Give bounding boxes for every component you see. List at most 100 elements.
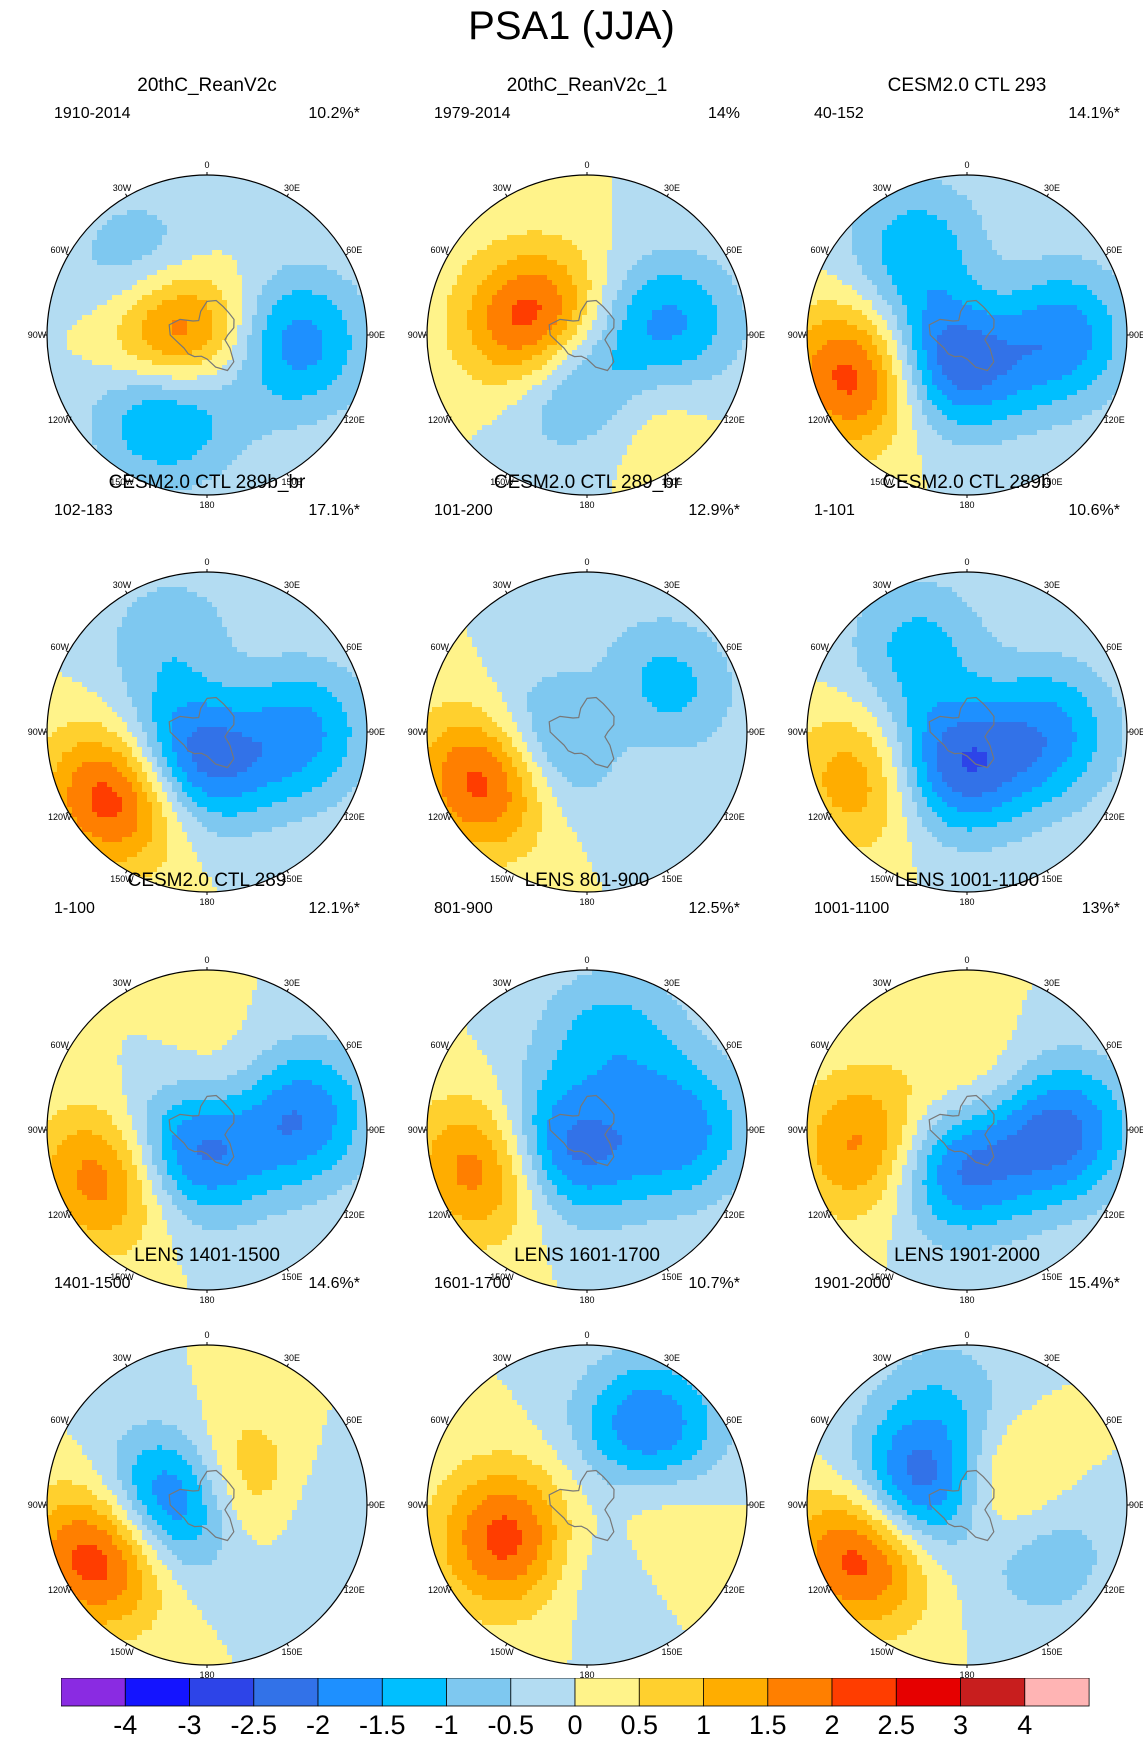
field-cell <box>447 270 453 276</box>
field-cell <box>657 220 663 226</box>
field-cell <box>327 395 333 401</box>
field-cell <box>102 275 108 281</box>
field-cell <box>707 255 713 261</box>
field-cell <box>127 305 133 311</box>
field-cell <box>77 310 83 316</box>
field-cell <box>97 365 103 371</box>
field-cell <box>332 370 338 376</box>
field-cell <box>242 265 248 271</box>
field-cell <box>317 275 323 281</box>
field-cell <box>277 430 283 436</box>
field-cell <box>482 290 488 296</box>
field-cell <box>182 420 188 426</box>
field-cell <box>87 245 93 251</box>
field-cell <box>272 275 278 281</box>
field-cell <box>677 245 683 251</box>
field-cell <box>247 185 253 191</box>
field-cell <box>117 430 123 436</box>
field-cell <box>617 195 623 201</box>
field-cell <box>257 335 263 341</box>
field-cell <box>442 270 448 276</box>
field-cell <box>592 270 598 276</box>
field-cell <box>627 245 633 251</box>
field-cell <box>237 300 243 306</box>
field-cell <box>187 230 193 236</box>
field-cell <box>157 240 163 246</box>
field-cell <box>262 350 268 356</box>
field-cell <box>147 315 153 321</box>
field-cell <box>322 395 328 401</box>
field-cell <box>237 340 243 346</box>
field-cell <box>282 455 288 461</box>
field-cell <box>212 185 218 191</box>
field-cell <box>307 405 313 411</box>
field-cell <box>132 225 138 231</box>
field-cell <box>97 285 103 291</box>
field-cell <box>607 285 613 291</box>
field-cell <box>302 410 308 416</box>
field-cell <box>182 365 188 371</box>
field-cell <box>187 180 193 186</box>
field-cell <box>352 370 358 376</box>
field-cell <box>732 315 738 321</box>
field-cell <box>227 305 233 311</box>
field-cell <box>262 355 268 361</box>
field-cell <box>172 430 178 436</box>
field-cell <box>172 415 178 421</box>
field-cell <box>77 315 83 321</box>
field-cell <box>462 285 468 291</box>
field-cell <box>267 275 273 281</box>
field-cell <box>592 235 598 241</box>
field-cell <box>512 195 518 201</box>
field-cell <box>47 345 53 351</box>
field-cell <box>222 445 228 451</box>
field-cell <box>442 280 448 286</box>
field-cell <box>282 375 288 381</box>
field-cell <box>207 200 213 206</box>
field-cell <box>482 255 488 261</box>
field-cell <box>207 225 213 231</box>
field-cell <box>552 205 558 211</box>
field-cell <box>562 225 568 231</box>
field-cell <box>337 305 343 311</box>
field-cell <box>157 310 163 316</box>
field-cell <box>667 210 673 216</box>
field-cell <box>237 415 243 421</box>
field-cell <box>272 305 278 311</box>
field-cell <box>547 210 553 216</box>
field-cell <box>257 380 263 386</box>
field-cell <box>157 320 163 326</box>
field-cell <box>302 285 308 291</box>
field-cell <box>157 425 163 431</box>
field-cell <box>327 240 333 246</box>
field-cell <box>652 205 658 211</box>
field-cell <box>547 250 553 256</box>
field-cell <box>462 235 468 241</box>
field-cell <box>282 280 288 286</box>
field-cell <box>287 465 293 471</box>
field-cell <box>172 230 178 236</box>
field-cell <box>107 425 113 431</box>
field-cell <box>612 255 618 261</box>
field-cell <box>302 440 308 446</box>
field-cell <box>257 215 263 221</box>
field-cell <box>157 285 163 291</box>
field-cell <box>632 280 638 286</box>
field-cell <box>572 245 578 251</box>
field-cell <box>177 325 183 331</box>
field-cell <box>712 310 718 316</box>
field-cell <box>512 220 518 226</box>
field-cell <box>337 270 343 276</box>
field-cell <box>217 460 223 466</box>
field-cell <box>222 335 228 341</box>
field-cell <box>547 270 553 276</box>
field-cell <box>672 300 678 306</box>
field-cell <box>87 335 93 341</box>
field-cell <box>212 300 218 306</box>
field-cell <box>732 320 738 326</box>
field-cell <box>482 295 488 301</box>
field-cell <box>202 295 208 301</box>
field-cell <box>217 380 223 386</box>
field-cell <box>362 350 367 356</box>
field-cell <box>107 235 113 241</box>
